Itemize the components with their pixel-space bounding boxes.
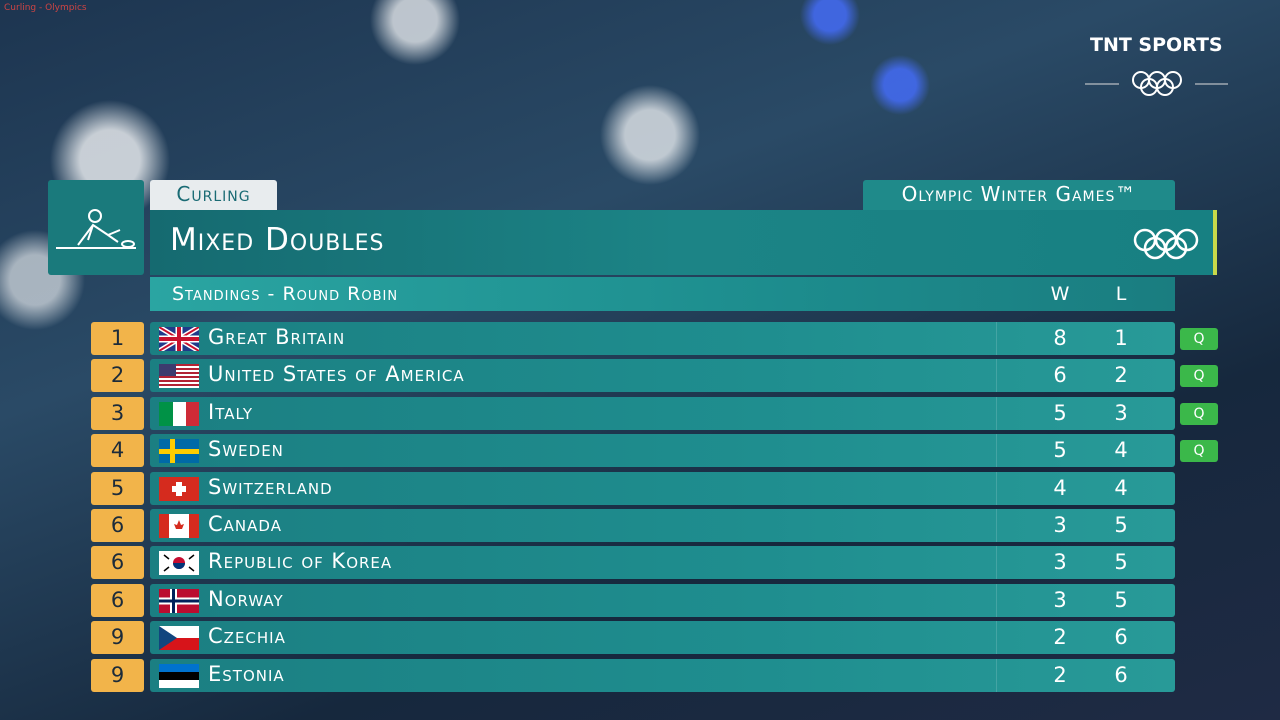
standings-row: Italy 5 3 (150, 396, 1175, 430)
country-name: Czechia (208, 624, 286, 649)
column-divider (996, 322, 997, 355)
column-header: L (1115, 283, 1127, 305)
rank-badge: 9 (91, 658, 144, 692)
wins: 3 (1053, 550, 1067, 575)
flag (159, 551, 199, 576)
flag (159, 663, 199, 688)
qualified-badge: Q (1180, 328, 1218, 350)
wins: 5 (1053, 438, 1067, 463)
wins: 3 (1053, 513, 1067, 537)
event-brand-tab: Olympic Winter Games™ (863, 180, 1175, 210)
column-divider (996, 359, 997, 393)
losses: 6 (1114, 625, 1128, 650)
olympic-rings (1133, 228, 1199, 260)
standings-row: United States of America 6 2 (150, 359, 1175, 393)
losses: 4 (1114, 438, 1128, 463)
losses: 5 (1114, 513, 1128, 537)
wins: 3 (1053, 587, 1067, 612)
column-divider (996, 658, 997, 692)
rank-badge: 3 (91, 396, 144, 430)
broadcaster-logo: TNT SPORTS (1090, 34, 1223, 56)
column-divider (996, 396, 997, 430)
title: Mixed Doubles (170, 222, 385, 258)
standings-row: Republic of Korea 3 5 (150, 546, 1175, 580)
flag (159, 626, 199, 651)
subtitle-bar: Standings - Round Robin W L (150, 277, 1175, 311)
rank-badge: 4 (91, 434, 144, 468)
flag (157, 324, 201, 354)
wins: 8 (1053, 326, 1067, 350)
standings-row: Estonia 2 6 (150, 658, 1175, 692)
olympic-rings-logo (1085, 71, 1228, 96)
flag (159, 401, 199, 426)
flag (159, 514, 199, 538)
losses: 3 (1114, 400, 1128, 425)
country-name: Norway (208, 586, 284, 611)
country-name: Estonia (208, 661, 285, 686)
country-name: Great Britain (208, 325, 346, 349)
flag (159, 439, 199, 464)
rank-badge: 5 (91, 471, 144, 505)
flag (159, 364, 199, 389)
country-name: Switzerland (208, 474, 333, 499)
losses: 5 (1114, 587, 1128, 612)
country-name: Canada (208, 512, 282, 536)
standings-row: Switzerland 4 4 (150, 471, 1175, 505)
standings-row: Great Britain 8 1 (150, 322, 1175, 355)
country-name: Italy (208, 399, 253, 424)
standings-row: Czechia 2 6 (150, 621, 1175, 655)
column-divider (996, 509, 997, 542)
rank-badge: 2 (91, 359, 144, 393)
rank-badge: 1 (91, 322, 144, 355)
rank-badge: 6 (91, 546, 144, 580)
qualified-badge: Q (1180, 365, 1218, 388)
standings-row: Canada 3 5 (150, 509, 1175, 542)
flag (159, 588, 199, 613)
standings-row: Sweden 5 4 (150, 434, 1175, 468)
country-name: Republic of Korea (208, 549, 393, 574)
country-name: Sweden (208, 437, 284, 462)
source-label: Curling - Olympics (4, 3, 87, 13)
standings-row: Norway 3 5 (150, 583, 1175, 617)
wins: 2 (1053, 662, 1067, 687)
rank-badge: 6 (91, 583, 144, 617)
qualified-badge: Q (1180, 402, 1218, 425)
wins: 6 (1053, 363, 1067, 388)
wins: 2 (1053, 625, 1067, 650)
column-header: W (1050, 283, 1070, 305)
losses: 2 (1114, 363, 1128, 388)
country-name: United States of America (208, 362, 465, 387)
title-bar: Mixed Doubles (150, 210, 1217, 275)
sport-icon (48, 180, 144, 275)
column-divider (996, 471, 997, 505)
column-divider (996, 583, 997, 617)
wins: 5 (1053, 400, 1067, 425)
subtitle: Standings - Round Robin (172, 283, 399, 305)
rank-badge: 6 (91, 509, 144, 542)
losses: 5 (1114, 550, 1128, 575)
column-divider (996, 621, 997, 655)
losses: 6 (1114, 662, 1128, 687)
column-divider (996, 434, 997, 468)
wins: 4 (1053, 475, 1067, 500)
flag (159, 476, 199, 501)
losses: 4 (1114, 475, 1128, 500)
column-divider (996, 546, 997, 580)
qualified-badge: Q (1180, 440, 1218, 463)
sport-tab: Curling (150, 180, 277, 210)
losses: 1 (1114, 326, 1128, 350)
rank-badge: 9 (91, 621, 144, 655)
